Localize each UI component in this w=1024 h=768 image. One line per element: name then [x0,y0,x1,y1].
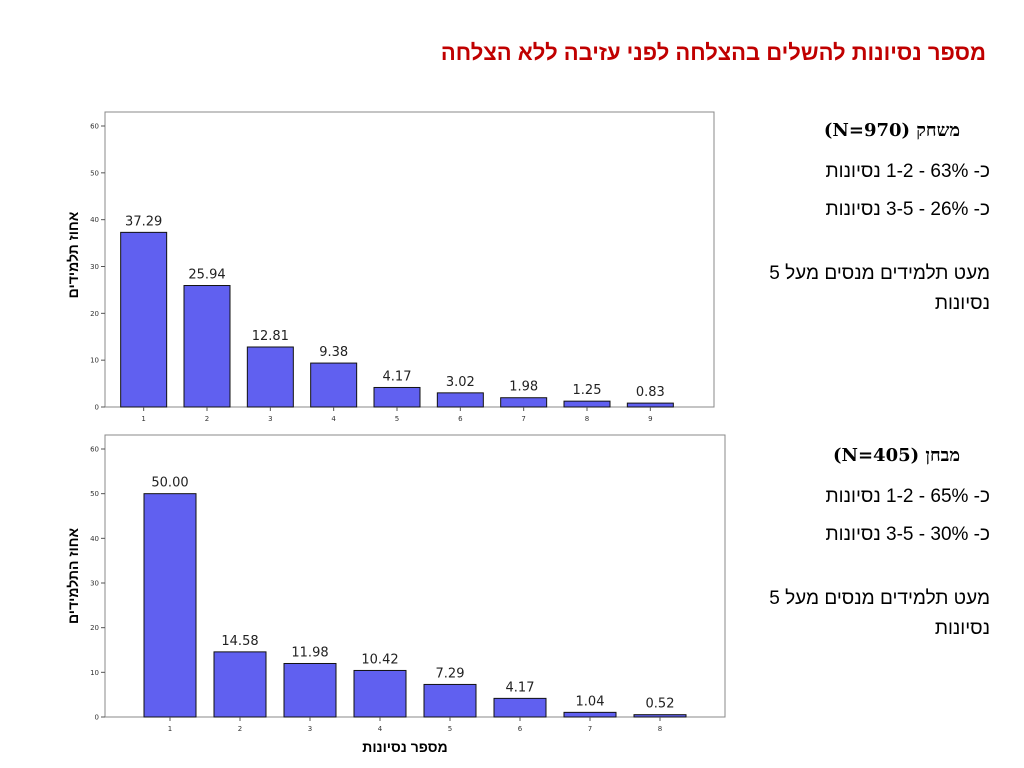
game-bar [626,402,674,408]
exam-ytick-label: 0 [95,714,99,722]
exam-x-axis-title: מספר נסיונות [362,739,447,755]
game-value-label: 12.81 [252,329,289,344]
game-heading: משחק (N=970) [823,120,960,141]
game-value-label: 0.83 [636,385,665,400]
exam-value-label: 7.29 [436,666,465,681]
exam-xtick-label: 7 [588,725,592,733]
game-value-label: 25.94 [188,268,225,283]
exam-ytick-label: 20 [90,624,99,632]
game-stat-3-5: כ- 26% - 3-5 נסיונות [825,199,990,220]
exam-bar [353,669,407,718]
exam-value-label: 11.98 [291,645,328,660]
exam-xtick-label: 5 [448,725,452,733]
game-value-label: 37.29 [125,214,162,229]
exam-chart: 0 10 20 30 40 50 60 50.00 1 14.58 2 11.98 3 10.42 4 7.2… [65,434,726,755]
game-bar [436,392,484,408]
game-xtick-label: 3 [268,415,272,423]
exam-xtick-label: 6 [518,725,523,733]
game-bar [500,397,548,408]
game-xtick-label: 9 [648,415,652,423]
exam-value-label: 0.52 [646,697,675,712]
exam-xtick-label: 8 [658,725,662,733]
game-bar [373,386,421,408]
game-xtick-label: 4 [331,415,336,423]
game-bar [563,400,611,408]
game-value-label: 1.25 [573,383,602,398]
exam-note: מעט תלמידים מנסים מעל 5 נסיונות [769,588,990,639]
exam-bar [633,714,687,718]
game-bar [310,362,358,408]
exam-bar [423,683,477,718]
exam-xtick-label: 1 [168,725,172,733]
game-stat-1-2: כ- 63% - 1-2 נסיונות [825,161,990,182]
game-xtick-label: 1 [141,415,145,423]
exam-stat-3-5: כ- 30% - 3-5 נסיונות [825,524,990,545]
exam-ytick-label: 40 [90,535,99,543]
game-value-label: 1.98 [509,380,538,395]
game-stats-panel: משחק (N=970) כ- 63% - 1-2 נסיונות כ- 26%… [730,120,990,319]
exam-bar [213,651,267,718]
slide-title: מספר נסיונות להשלים בהצלחה לפני עזיבה לל… [440,40,986,65]
exam-ytick-label: 30 [90,580,99,588]
game-bar [120,231,168,408]
game-xtick-label: 2 [205,415,209,423]
game-chart: 0 10 20 30 40 50 60 37.29 1 25.94 2 12.81 3 9.38 4 4.17… [65,111,715,423]
exam-value-label: 10.42 [361,652,398,667]
exam-xtick-label: 2 [238,725,242,733]
exam-xtick-label: 4 [378,725,383,733]
exam-ytick-label: 10 [90,669,99,677]
exam-ytick-label: 50 [90,490,99,498]
game-value-label: 3.02 [446,375,475,390]
exam-xtick-label: 3 [308,725,312,733]
game-xtick-label: 7 [521,415,525,423]
exam-value-label: 50.00 [151,476,188,491]
exam-value-label: 14.58 [221,634,258,649]
exam-stats-panel: מבחן (N=405) כ- 65% - 1-2 נסיונות כ- 30%… [730,445,990,644]
exam-y-axis-title: אחוז התלמידים [65,528,81,625]
exam-stat-1-2: כ- 65% - 1-2 נסיונות [825,486,990,507]
exam-bar [143,493,197,718]
exam-bar [493,697,547,718]
game-y-axis-title: אחוז תלמידים [65,211,81,298]
exam-bar [283,662,337,718]
game-bar [246,346,294,408]
game-ytick-label: 50 [90,169,99,177]
exam-ytick-label: 60 [90,446,99,454]
game-xtick-label: 5 [395,415,399,423]
game-ytick-label: 60 [90,123,99,131]
game-ytick-label: 0 [95,404,99,412]
game-ytick-label: 20 [90,310,99,318]
exam-plot-frame [104,434,726,718]
game-value-label: 4.17 [383,369,412,384]
game-ytick-label: 10 [90,357,99,365]
game-ytick-label: 40 [90,216,99,224]
game-ytick-label: 30 [90,263,99,271]
game-value-label: 9.38 [319,345,348,360]
exam-heading: מבחן (N=405) [832,445,960,466]
game-note: מעט תלמידים מנסים מעל 5 נסיונות [769,263,990,314]
game-xtick-label: 8 [585,415,589,423]
exam-bar [563,711,617,718]
exam-value-label: 1.04 [576,694,605,709]
exam-value-label: 4.17 [506,680,535,695]
game-bar [183,285,231,408]
game-xtick-label: 6 [458,415,463,423]
